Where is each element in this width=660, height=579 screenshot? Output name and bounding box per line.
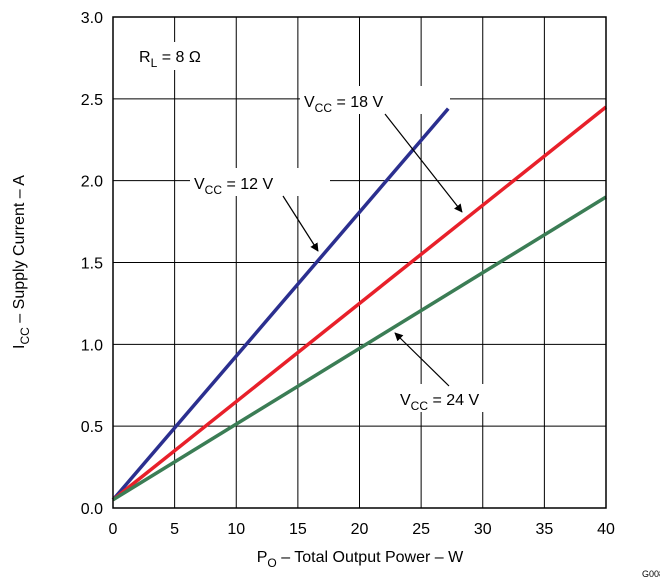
series-label-sub: CC (315, 101, 333, 115)
series-label: VCC = 18 V (304, 94, 383, 115)
x-tick-label: 10 (227, 521, 245, 538)
x-tick-label: 15 (289, 521, 307, 538)
annotation-sub: L (151, 56, 158, 70)
arrow (394, 332, 450, 387)
data-line (111, 107, 450, 501)
series-label-base: V (194, 176, 205, 193)
series-label: VCC = 24 V (400, 392, 479, 413)
x-axis-label-base: P (257, 549, 268, 566)
series-label-base: V (400, 392, 411, 409)
y-tick-label: 0.0 (81, 501, 103, 518)
x-tick-label: 25 (412, 521, 430, 538)
annotation-text: = 8 Ω (157, 49, 201, 66)
x-tick-label: 5 (170, 521, 179, 538)
y-axis-label: ICC – Supply Current – A (11, 175, 32, 349)
label-background (300, 86, 450, 114)
x-axis-label: PO – Total Output Power – W (257, 549, 464, 570)
y-axis-label-text: – Supply Current – A (11, 175, 28, 327)
y-tick-label: 0.5 (81, 419, 103, 436)
label-background (396, 384, 526, 412)
arrow (282, 195, 319, 252)
label-background (135, 42, 225, 70)
y-axis-label-sub: CC (18, 327, 32, 345)
y-tick-label: 2.5 (81, 92, 103, 109)
series-label-text: = 18 V (332, 94, 383, 111)
series-label-text: = 12 V (222, 176, 273, 193)
y-tick-label: 3.0 (81, 10, 103, 27)
y-tick-label: 1.0 (81, 337, 103, 354)
x-tick-label: 35 (535, 521, 553, 538)
x-tick-label: 20 (351, 521, 369, 538)
x-tick-label: 0 (109, 521, 118, 538)
series-label-sub: CC (205, 183, 223, 197)
x-tick-label: 40 (597, 521, 615, 538)
series-label-text: = 24 V (428, 392, 479, 409)
data-line (111, 105, 608, 502)
y-tick-label: 2.0 (81, 174, 103, 191)
data-line (112, 195, 607, 502)
annotation-base: R (139, 49, 151, 66)
x-tick-label: 30 (474, 521, 492, 538)
y-axis-label-base: I (11, 344, 28, 348)
series-label-sub: CC (411, 399, 429, 413)
label-background (190, 168, 330, 196)
y-tick-label: 1.5 (81, 256, 103, 273)
series-label-base: V (304, 94, 315, 111)
series-label: VCC = 12 V (194, 176, 273, 197)
x-axis-label-sub: O (267, 556, 276, 570)
plot-frame (112, 16, 607, 509)
x-axis-label-text: – Total Output Power – W (277, 549, 464, 566)
annotation: RL = 8 Ω (139, 49, 201, 70)
figure-id: G008 (642, 569, 660, 579)
arrow (384, 113, 463, 213)
